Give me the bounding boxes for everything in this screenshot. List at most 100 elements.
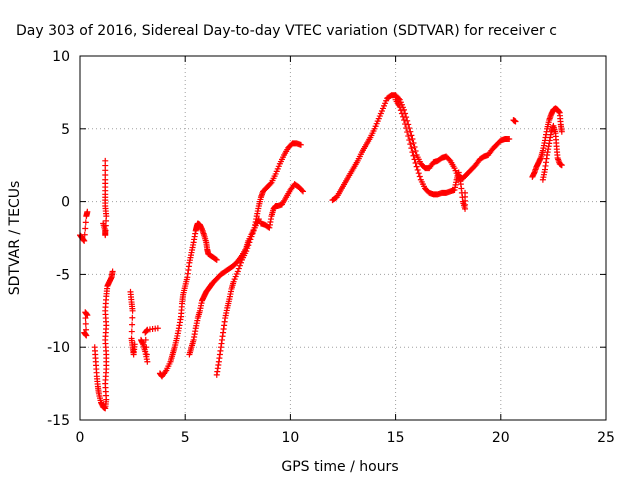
y-tick-label: 10 — [52, 49, 70, 65]
data-point — [129, 314, 136, 321]
data-point — [81, 237, 88, 244]
data-point — [267, 180, 274, 187]
data-point — [128, 328, 135, 335]
data-point — [410, 152, 417, 159]
data-point — [406, 137, 413, 144]
data-point — [407, 141, 414, 148]
y-tick-label: 5 — [61, 122, 70, 138]
x-axis-label: GPS time / hours — [281, 459, 398, 475]
data-points — [77, 92, 565, 412]
data-point — [154, 325, 161, 332]
data-point — [244, 245, 251, 252]
series-s1 — [77, 208, 91, 244]
x-tick-label: 0 — [76, 430, 85, 446]
data-point — [243, 248, 250, 255]
data-point — [412, 148, 419, 155]
series-s13 — [510, 117, 519, 125]
series-s12 — [392, 96, 469, 212]
y-tick-label: -10 — [47, 340, 70, 356]
x-tick-label: 15 — [387, 430, 405, 446]
data-point — [249, 230, 256, 237]
data-point — [512, 118, 519, 125]
data-point — [142, 336, 149, 343]
data-point — [212, 256, 219, 263]
x-tick-label: 20 — [492, 430, 510, 446]
data-point — [399, 113, 406, 120]
y-tick-labels: 10 5 0 -5 -10 -15 — [47, 49, 70, 429]
series-s9 — [213, 140, 304, 378]
data-point — [84, 312, 91, 319]
data-point — [410, 139, 417, 146]
data-point — [558, 162, 565, 169]
data-point — [404, 117, 411, 124]
series-s3 — [91, 268, 116, 412]
x-tick-label: 10 — [281, 430, 299, 446]
data-point — [411, 156, 418, 163]
data-point — [297, 141, 304, 148]
data-point — [235, 265, 242, 272]
data-point — [246, 239, 253, 246]
data-point — [82, 320, 89, 327]
series-s2 — [81, 309, 91, 339]
data-point — [82, 225, 89, 232]
data-point — [81, 231, 88, 238]
x-tick-labels: 0 5 10 15 20 25 — [76, 430, 615, 446]
data-point — [143, 351, 150, 358]
data-point — [109, 268, 116, 275]
data-point — [558, 128, 565, 135]
data-point — [408, 132, 415, 139]
chart-title: Day 303 of 2016, Sidereal Day-to-day VTE… — [16, 23, 557, 39]
data-point — [83, 332, 90, 339]
data-point — [415, 170, 422, 177]
data-point — [411, 144, 418, 150]
data-point — [402, 121, 409, 128]
data-point — [234, 268, 241, 275]
data-point — [408, 145, 415, 152]
axis-ticks — [79, 55, 607, 421]
data-point — [405, 133, 412, 140]
data-point — [83, 326, 90, 333]
data-point — [245, 242, 252, 249]
data-point — [506, 135, 513, 142]
data-point — [143, 344, 150, 351]
data-point — [102, 157, 109, 164]
grid-lines — [80, 56, 606, 420]
data-point — [413, 163, 420, 170]
data-point — [237, 259, 244, 266]
data-point — [409, 135, 416, 142]
data-point — [84, 208, 91, 215]
data-point — [144, 358, 151, 365]
plot-frame — [79, 55, 607, 421]
data-point — [398, 110, 405, 117]
data-point — [131, 341, 138, 348]
data-point — [462, 189, 469, 196]
data-point — [404, 129, 411, 136]
data-point — [403, 125, 410, 132]
data-point — [409, 149, 416, 156]
data-point — [412, 160, 419, 167]
data-point — [213, 256, 220, 263]
x-tick-label: 5 — [181, 430, 190, 446]
y-tick-label: 0 — [61, 195, 70, 211]
series-s10 — [257, 181, 307, 231]
y-axis-label: SDTVAR / TECUs — [7, 181, 23, 296]
data-point — [248, 233, 255, 240]
data-point — [401, 117, 408, 124]
data-point — [397, 107, 404, 114]
series-s7 — [156, 220, 220, 380]
data-point — [300, 188, 307, 195]
data-point — [247, 236, 254, 243]
y-tick-label: -5 — [56, 267, 70, 283]
data-point — [298, 187, 305, 194]
data-point — [236, 262, 243, 269]
data-point — [414, 166, 421, 173]
y-tick-label: -15 — [47, 413, 70, 429]
series-s5 — [127, 288, 138, 358]
series-s14 — [529, 105, 565, 180]
x-tick-label: 25 — [597, 430, 615, 446]
data-point — [82, 219, 89, 226]
series-s11 — [329, 92, 513, 204]
data-point — [129, 307, 136, 314]
data-point — [416, 173, 423, 180]
